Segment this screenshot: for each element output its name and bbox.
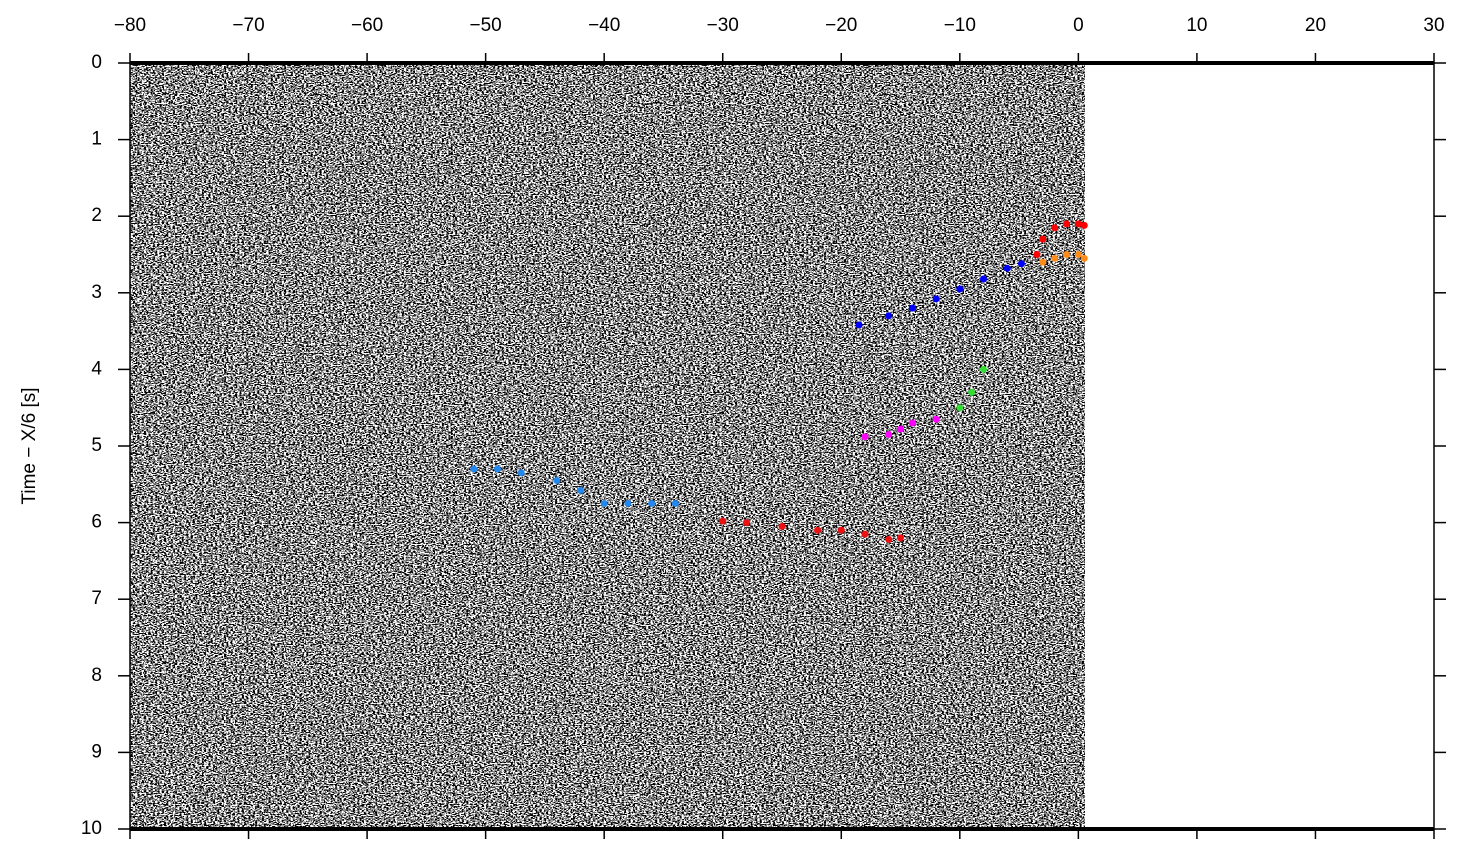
- x-tick-label: 0: [1073, 15, 1084, 36]
- y-tick-label: 1: [91, 129, 102, 150]
- y-tick-label: 10: [81, 818, 102, 839]
- x-tick-label: −50: [470, 15, 502, 36]
- pick-point: [908, 419, 916, 427]
- x-tick-label: 30: [1423, 15, 1444, 36]
- pick-point: [1051, 224, 1059, 232]
- x-tick-label: −30: [707, 15, 739, 36]
- x-tick-label: −40: [588, 15, 620, 36]
- pick-point: [1074, 251, 1082, 258]
- x-tick-label: 20: [1305, 15, 1326, 36]
- pick-point: [553, 476, 561, 484]
- pick-point: [897, 425, 905, 433]
- pick-point: [1080, 221, 1088, 229]
- seismic-background: [130, 63, 1085, 829]
- x-tick-label: −80: [114, 15, 146, 36]
- x-tick-label: −10: [944, 15, 976, 36]
- pick-point: [1039, 235, 1047, 243]
- pick-point: [908, 304, 916, 312]
- pick-point: [814, 526, 822, 534]
- pick-point: [671, 499, 679, 507]
- pick-point: [885, 535, 893, 543]
- pick-point: [861, 530, 869, 538]
- pick-point: [1063, 220, 1071, 228]
- y-tick-label: 4: [91, 358, 102, 379]
- y-tick-label: 0: [91, 52, 102, 73]
- y-tick-label: 5: [91, 435, 102, 456]
- pick-point: [980, 275, 988, 283]
- pick-point: [1039, 258, 1047, 266]
- pick-point: [855, 321, 863, 329]
- pick-point: [897, 534, 905, 542]
- pick-point: [1080, 254, 1088, 262]
- pick-point: [956, 285, 964, 293]
- x-tick-label: −20: [825, 15, 857, 36]
- pick-point: [885, 431, 893, 439]
- y-tick-label: 9: [91, 741, 102, 762]
- pick-point: [1074, 220, 1082, 228]
- pick-point: [470, 465, 478, 473]
- pick-point: [1003, 264, 1011, 272]
- y-tick-label: 7: [91, 588, 102, 609]
- pick-point: [885, 312, 893, 320]
- pick-point: [648, 499, 656, 507]
- pick-point: [742, 519, 750, 527]
- pick-point: [837, 526, 845, 534]
- x-tick-label: 10: [1186, 15, 1207, 36]
- pick-point: [778, 522, 786, 530]
- pick-point: [861, 433, 869, 441]
- pick-point: [517, 469, 525, 477]
- y-tick-label: 2: [91, 205, 102, 226]
- pick-point: [493, 465, 501, 473]
- pick-point: [1051, 254, 1059, 262]
- pick-point: [956, 404, 964, 412]
- pick-point: [624, 499, 632, 507]
- pick-point: [968, 388, 976, 396]
- y-tick-label: 6: [91, 512, 102, 533]
- pick-point: [576, 486, 584, 494]
- x-tick-label: −70: [232, 15, 264, 36]
- pick-point: [980, 365, 988, 373]
- pick-point: [932, 295, 940, 303]
- x-tick-label: −60: [351, 15, 383, 36]
- pick-point: [600, 499, 608, 507]
- pick-point: [1017, 260, 1025, 268]
- y-axis-title: Time − X/6 [s]: [19, 387, 40, 504]
- pick-point: [932, 415, 940, 423]
- y-tick-label: 8: [91, 665, 102, 686]
- pick-point: [719, 517, 727, 525]
- pick-point: [1063, 251, 1071, 258]
- pick-point: [1033, 251, 1041, 258]
- y-tick-label: 3: [91, 282, 102, 303]
